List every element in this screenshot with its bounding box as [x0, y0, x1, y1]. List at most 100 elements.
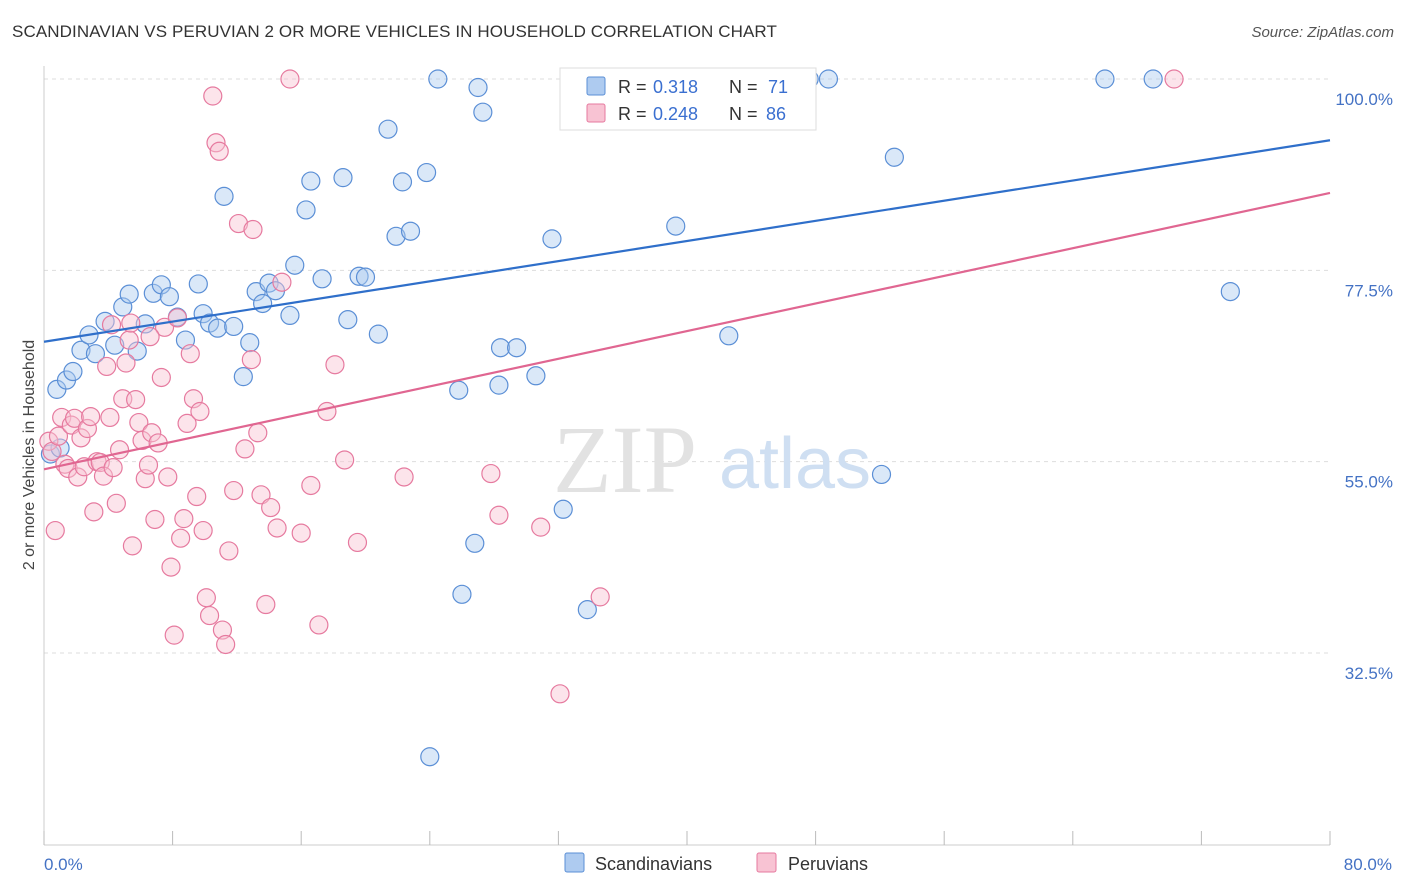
scandinavian-point	[285, 255, 305, 275]
series-legend-swatch-scandinavians	[564, 852, 585, 873]
scandinavian-point	[449, 380, 469, 400]
peruvian-point	[212, 620, 233, 640]
y-tick-label: 55.0%	[1345, 473, 1393, 492]
peruvian-point	[48, 426, 69, 446]
chart-title: SCANDINAVIAN VS PERUVIAN 2 OR MORE VEHIC…	[12, 22, 777, 41]
peruvian-point	[590, 587, 610, 607]
y-tick-label: 100.0%	[1335, 90, 1393, 109]
peruvian-point	[122, 536, 143, 556]
trend-lines	[43, 139, 1331, 471]
peruvian-point	[235, 439, 255, 459]
scandinavian-point	[452, 584, 472, 604]
peruvian-point	[248, 423, 268, 443]
scandinavian-point	[188, 274, 208, 294]
scandinavian-point	[553, 499, 573, 519]
scandinavian-point	[127, 341, 147, 361]
peruvian-point	[489, 505, 509, 525]
peruvian-point	[132, 430, 152, 451]
scandinavian-point	[490, 338, 511, 358]
chart-source: Source: ZipAtlas.com	[1251, 24, 1394, 41]
peruvian-point	[280, 69, 300, 89]
peruvian-point	[158, 467, 178, 487]
peruvian-point	[106, 493, 126, 513]
peruvian-point	[116, 353, 136, 373]
peruvian-point	[550, 684, 570, 704]
scandinavian-point	[312, 269, 332, 289]
peruvian-point	[335, 450, 355, 470]
series-legend: Scandinavians Peruvians	[564, 852, 868, 874]
peruvian-point	[77, 418, 98, 439]
scandinavian-point	[63, 361, 83, 382]
peruvian-point	[103, 458, 123, 478]
legend-r-label-1: R =	[618, 77, 647, 97]
watermark-atlas: atlas	[719, 424, 871, 504]
series-legend-swatch-peruvians	[756, 852, 777, 873]
legend-swatch-peruvian	[586, 103, 606, 123]
peruvian-point	[71, 428, 91, 448]
scandinavian-point	[105, 335, 125, 355]
series-legend-label-scandinavians: Scandinavians	[595, 854, 712, 874]
peruvian-trend-line	[43, 191, 1331, 471]
x-tick-label-min: 0.0%	[44, 855, 83, 874]
scandinavian-point	[208, 318, 228, 338]
peruvian-point	[171, 528, 191, 548]
peruvian-point	[261, 497, 281, 518]
scandinavian-point	[349, 266, 369, 286]
watermark-zip: ZIP	[553, 406, 697, 513]
peruvian-point	[219, 541, 239, 561]
scandinavian-point	[240, 333, 260, 353]
peruvian-point	[101, 315, 122, 335]
scandinavian-point	[355, 267, 376, 287]
scandinavian-point	[71, 340, 91, 360]
scandinavian-point	[577, 600, 597, 620]
scandinavian-point	[507, 338, 527, 358]
peruvian-point	[190, 401, 210, 422]
peruvian-point	[164, 625, 184, 645]
scandinavian-point	[468, 77, 488, 98]
peruvian-point	[167, 308, 188, 328]
legend-n-label-2: N =	[729, 104, 758, 124]
peruvian-point	[309, 615, 329, 635]
scandinavian-point	[392, 172, 413, 192]
y-tick-label: 77.5%	[1345, 281, 1393, 300]
peruvian-point	[126, 389, 146, 410]
stats-legend: R = 0.318 N = 71 R = 0.248 N = 86	[559, 67, 817, 131]
peruvian-point	[291, 523, 311, 543]
peruvian-point	[241, 350, 261, 370]
scandinavian-point	[368, 324, 388, 344]
peruvian-point	[209, 141, 229, 161]
legend-r-value-2: 0.248	[653, 104, 698, 124]
x-tick-label-max: 80.0%	[1344, 855, 1392, 874]
legend-n-value-1: 71	[768, 77, 788, 97]
peruvian-point	[109, 440, 130, 460]
peruvian-point	[97, 356, 117, 377]
peruvian-point	[68, 467, 88, 487]
peruvian-point	[45, 520, 65, 541]
peruvian-point	[140, 327, 160, 347]
scandinavian-point	[233, 367, 253, 387]
scandinavian-point	[542, 229, 562, 249]
scandinavian-point	[428, 69, 448, 89]
peruvian-point	[347, 532, 368, 553]
peruvian-point	[394, 467, 414, 487]
scandinavian-point	[473, 102, 493, 122]
scandinavian-trend-line	[43, 139, 1331, 343]
legend-swatch-scandinavian	[586, 76, 606, 96]
scandinavian-point	[224, 316, 244, 337]
peruvian-point	[216, 634, 236, 655]
peruvian-point	[1164, 69, 1184, 89]
scandinavian-point	[280, 305, 300, 326]
scandinavian-point	[884, 147, 904, 167]
peruvian-point	[145, 509, 165, 530]
scandinavian-point	[159, 287, 179, 307]
scandinavian-point	[666, 216, 686, 236]
peruvian-point	[243, 219, 263, 240]
peruvian-point	[81, 406, 101, 427]
peruvian-point	[64, 408, 85, 428]
peruvian-point	[151, 367, 171, 388]
peruvian-point	[196, 588, 216, 608]
peruvian-point	[228, 213, 249, 234]
peruvian-point	[481, 463, 501, 484]
peruvian-points	[39, 69, 1184, 704]
